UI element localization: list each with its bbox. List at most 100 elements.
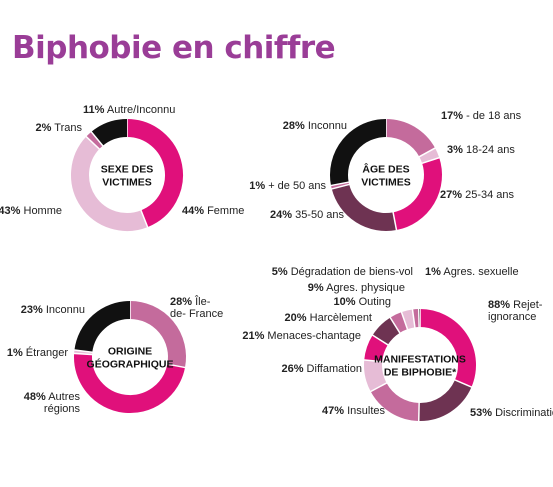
slice-percent: 3% bbox=[447, 144, 463, 156]
chart-center-title: ÂGE DES bbox=[362, 163, 409, 176]
donut-slice bbox=[385, 119, 436, 158]
slice-label: 3% 18-24 ans bbox=[447, 144, 515, 156]
slice-percent: 28% bbox=[283, 120, 305, 132]
slice-separator bbox=[371, 334, 390, 346]
slice-separator bbox=[389, 316, 401, 335]
slice-percent: 53% bbox=[470, 407, 492, 419]
chart-center-title: MANIFESTATIONS bbox=[374, 354, 466, 366]
slice-percent: 88% bbox=[488, 299, 510, 311]
slice-name: Homme bbox=[20, 205, 62, 217]
slice-label: 1% Agres. sexuelle bbox=[425, 266, 519, 278]
slice-separator bbox=[400, 310, 409, 331]
donut-slice bbox=[390, 312, 408, 333]
slice-name: Femme bbox=[204, 205, 244, 217]
slice-name: Île- bbox=[192, 295, 211, 308]
slice-name: Agres. physique bbox=[324, 282, 405, 294]
donut-slice bbox=[331, 184, 397, 231]
donut-slice bbox=[71, 136, 148, 231]
slice-separator bbox=[392, 211, 398, 232]
slice-separator bbox=[330, 183, 351, 190]
slice-name: - de 18 ans bbox=[463, 110, 522, 122]
slice-name: Discrimination bbox=[492, 407, 553, 419]
slice-name: Trans bbox=[51, 122, 82, 134]
slice-name: 25-34 ans bbox=[462, 189, 514, 201]
slice-separator bbox=[166, 363, 187, 369]
slice-label: 9% Agres. physique bbox=[308, 282, 405, 294]
donut-slice bbox=[330, 119, 387, 186]
slice-separator bbox=[420, 156, 441, 165]
slice-name: Autre/Inconnu bbox=[104, 104, 175, 116]
slice-label: 1% + de 50 ans bbox=[249, 180, 326, 192]
slice-label: 10% Outing bbox=[334, 296, 392, 308]
slice-percent: 1% bbox=[425, 266, 441, 278]
slice-name: Menaces-chantage bbox=[264, 330, 361, 342]
slice-label: 53% Discrimination bbox=[470, 407, 553, 419]
chart-center-title: ORIGINE bbox=[108, 346, 152, 358]
slice-name: Agres. sexuelle bbox=[441, 266, 519, 278]
slice-separator bbox=[453, 378, 473, 389]
slice-percent: 24% bbox=[270, 209, 292, 221]
slice-label: 48% Autres régions bbox=[24, 391, 81, 415]
chart-center-title: VICTIMES bbox=[361, 177, 411, 189]
slice-separator bbox=[73, 352, 94, 356]
donut-slice bbox=[74, 353, 186, 413]
donut-slice bbox=[419, 309, 476, 387]
slice-separator bbox=[329, 181, 350, 187]
slice-label: 23% Inconnu bbox=[21, 304, 85, 316]
donut-slice bbox=[392, 157, 442, 231]
chart-center-title: GÉOGRAPHIQUE bbox=[87, 358, 174, 371]
slice-separator bbox=[73, 349, 94, 354]
slice-percent: 20% bbox=[285, 312, 307, 324]
slice-name: 35-50 ans bbox=[292, 209, 344, 221]
slice-separator bbox=[411, 308, 416, 329]
slice-name: Harcèlement bbox=[307, 312, 372, 324]
slice-name: Outing bbox=[356, 296, 391, 308]
donut-slice bbox=[74, 301, 131, 353]
slice-name: Inconnu bbox=[43, 304, 85, 316]
slice-label: 21% Menaces-chantage bbox=[242, 330, 361, 342]
slice-label: 20% Harcèlement bbox=[285, 312, 372, 324]
donut-slice bbox=[91, 119, 128, 147]
donut-slice bbox=[370, 382, 420, 421]
donut-slice bbox=[86, 131, 103, 150]
slice-separator bbox=[139, 209, 149, 229]
slice-percent: 47% bbox=[322, 405, 344, 417]
slice-name: Rejet- bbox=[510, 299, 543, 311]
slice-label: 24% 35-50 ans bbox=[270, 209, 345, 221]
slice-name: régions bbox=[44, 403, 81, 415]
slice-percent: 5% bbox=[272, 266, 288, 278]
donut-slice bbox=[401, 309, 416, 330]
slice-percent: 9% bbox=[308, 282, 324, 294]
donut-slice bbox=[126, 119, 183, 228]
slice-label: 17% - de 18 ans bbox=[441, 110, 522, 122]
donut-slice bbox=[372, 317, 401, 346]
slice-name: Diffamation bbox=[304, 363, 363, 375]
slice-name: + de 50 ans bbox=[265, 180, 326, 192]
slice-label: 1% Étranger bbox=[7, 346, 68, 359]
slice-percent: 23% bbox=[21, 304, 43, 316]
page-title: Biphobie en chiffre bbox=[12, 30, 336, 66]
slice-name: 18-24 ans bbox=[463, 144, 515, 156]
slice-name: Dégradation de biens-vol bbox=[288, 266, 413, 278]
slice-label: 43% Homme bbox=[0, 205, 62, 217]
slice-name: de- France bbox=[170, 308, 223, 320]
slice-name: Autres bbox=[46, 391, 81, 403]
slice-label: 44% Femme bbox=[182, 205, 244, 217]
slice-separator bbox=[90, 130, 104, 147]
slice-percent: 27% bbox=[440, 189, 462, 201]
slice-label: 26% Diffamation bbox=[281, 363, 362, 375]
slice-percent: 17% bbox=[441, 110, 463, 122]
slice-label: 11% Autre/Inconnu bbox=[83, 104, 175, 116]
chart-center-title: SEXE DES bbox=[101, 164, 154, 176]
donut-slice bbox=[419, 148, 440, 164]
slice-percent: 1% bbox=[7, 347, 23, 359]
slice-percent: 44% bbox=[182, 205, 204, 217]
chart-center-title: DE BIPHOBIE* bbox=[384, 367, 457, 379]
slice-percent: 21% bbox=[242, 330, 264, 342]
slice-separator bbox=[418, 146, 437, 158]
slice-percent: 26% bbox=[281, 363, 303, 375]
slice-label: 28% Île-de- France bbox=[170, 295, 223, 320]
